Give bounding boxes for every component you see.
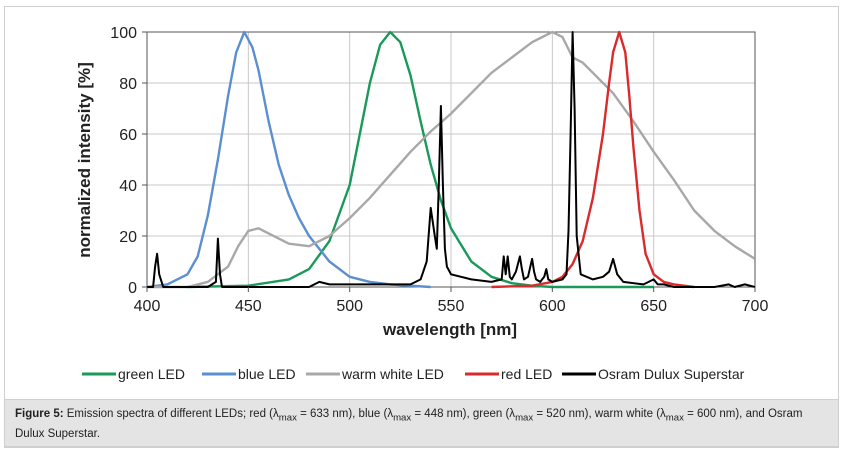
legend: green LED blue LED warm white LED red LED Os… xyxy=(82,366,745,382)
x-tick-label: 650 xyxy=(640,298,667,315)
caption-text-4: = 600 nm), and Osram Dulux Superstar. xyxy=(15,408,803,441)
y-tick-label: 80 xyxy=(119,76,137,93)
caption-sub-3: max xyxy=(515,412,534,424)
figure-caption: Figure 5: Emission spectra of different … xyxy=(4,399,839,447)
y-tick-label: 60 xyxy=(119,127,137,144)
caption-text-2: = 448 nm), green (λ xyxy=(411,408,516,420)
legend-label-red-led: red LED xyxy=(501,366,552,382)
legend-label-warm-white-led: warm white LED xyxy=(341,366,444,382)
legend-label-osram-dulux-superstar: Osram Dulux Superstar xyxy=(598,366,745,382)
caption-sub-2: max xyxy=(393,412,412,424)
x-tick-label: 500 xyxy=(336,298,363,315)
y-tick-label: 100 xyxy=(110,25,137,42)
series-line-blue-led xyxy=(147,30,431,289)
y-tick-label: 0 xyxy=(128,280,137,297)
x-tick-label: 550 xyxy=(438,298,465,315)
tick-layer: 400 450 500 550 600 650 700 0 20 40 60 80 100 xyxy=(110,25,768,315)
caption-sub-1: max xyxy=(278,412,297,424)
figure-frame xyxy=(4,6,839,448)
legend-label-blue-led: blue LED xyxy=(238,366,296,382)
series-layer xyxy=(147,30,755,289)
emission-spectra-chart: 400 450 500 550 600 650 700 0 20 40 60 80 100 normal… xyxy=(75,25,768,382)
caption-label: Figure 5: xyxy=(15,408,64,420)
series-line-warm-white-led xyxy=(147,30,755,289)
series-line-green-led xyxy=(187,30,654,289)
x-tick-label: 600 xyxy=(539,298,566,315)
x-tick-label: 450 xyxy=(235,298,262,315)
x-tick-label: 700 xyxy=(742,298,769,315)
caption-text-1: = 633 nm), blue (λ xyxy=(296,408,394,420)
y-tick-label: 40 xyxy=(119,178,137,195)
caption-text: Emission spectra of different LEDs; red … xyxy=(66,408,279,420)
y-tick-label: 20 xyxy=(119,229,137,246)
x-axis-label: wavelength [nm] xyxy=(382,320,517,339)
caption-text-3: = 520 nm), warm white (λ xyxy=(533,408,666,420)
x-tick-label: 400 xyxy=(134,298,161,315)
y-axis-label: normalized intensity [%] xyxy=(75,62,94,258)
series-line-osram-dulux-superstar xyxy=(147,31,755,288)
caption-sub-4: max xyxy=(665,412,684,424)
legend-label-green-led: green LED xyxy=(118,366,185,382)
series-line-red-led xyxy=(491,30,695,289)
